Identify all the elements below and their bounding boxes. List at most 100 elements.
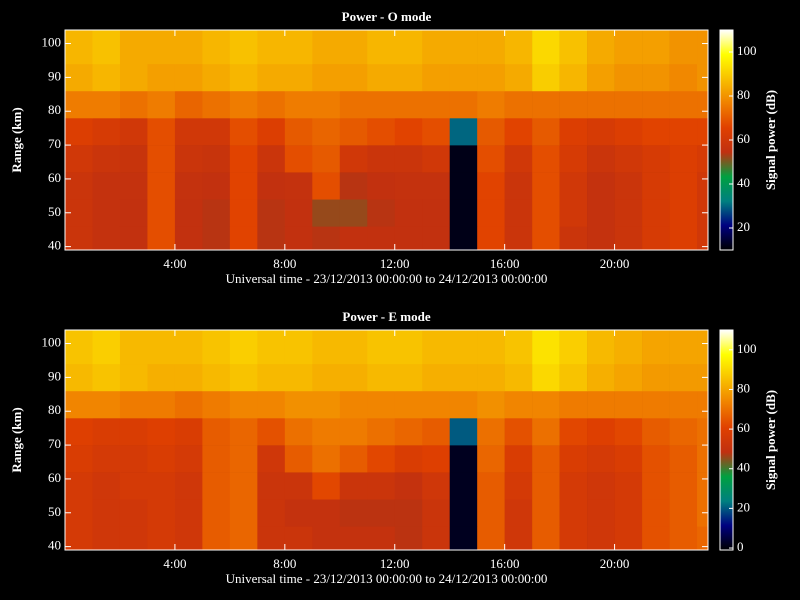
heatmap-cell (229, 363, 258, 392)
heatmap-cell (422, 499, 451, 527)
heatmap-cell (559, 445, 588, 473)
heatmap-cell (312, 526, 341, 551)
heatmap-cell (229, 63, 258, 92)
y-tick-label: 40 (48, 538, 61, 553)
heatmap-cell (614, 418, 643, 446)
heatmap-cell (587, 226, 615, 251)
heatmap-cell (559, 199, 588, 227)
heatmap-cell (367, 330, 396, 365)
heatmap-cell (394, 390, 423, 419)
heatmap-cell (422, 330, 451, 365)
heatmap-cell (532, 118, 560, 146)
heatmap-cell (202, 445, 231, 473)
heatmap-cell (92, 445, 121, 473)
heatmap-cell (92, 30, 121, 65)
heatmap-cell (312, 63, 341, 92)
heatmap-cell (504, 330, 533, 365)
heatmap-cell (202, 526, 231, 551)
heatmap-cell (174, 90, 203, 119)
heatmap-cell (642, 418, 670, 446)
heatmap-cell (367, 226, 396, 251)
heatmap-cell (587, 445, 615, 473)
heatmap-cell (202, 30, 231, 65)
heatmap-cell (614, 118, 643, 146)
heatmap-cell (202, 90, 231, 119)
heatmap-cell (284, 172, 313, 200)
heatmap-cell (312, 30, 341, 65)
heatmap-cell (92, 145, 121, 173)
heatmap-cell (614, 226, 643, 251)
heatmap-cell (614, 199, 643, 227)
heatmap-cell (559, 363, 588, 392)
heatmap-cell (504, 390, 533, 419)
heatmap-cell (669, 330, 698, 365)
heatmap-cell (477, 390, 505, 419)
heatmap-cell (147, 418, 176, 446)
heatmap-cell (477, 199, 505, 227)
heatmap-cell (477, 330, 505, 365)
heatmap-cell (202, 390, 231, 419)
heatmap-cell (284, 445, 313, 473)
heatmap-cell (614, 445, 643, 473)
heatmap-cell (587, 390, 615, 419)
heatmap-cell (312, 330, 341, 365)
heatmap-cell (532, 499, 560, 527)
heatmap-cell (92, 472, 121, 500)
heatmap-cell (147, 390, 176, 419)
heatmap-cell (229, 118, 258, 146)
x-tick-label: 8:00 (273, 256, 296, 271)
heatmap-cell (147, 363, 176, 392)
heatmap-cell (394, 172, 423, 200)
heatmap-cell (669, 145, 698, 173)
heatmap-cell (477, 63, 505, 92)
heatmap-cell (202, 418, 231, 446)
heatmap-cell (642, 199, 670, 227)
heatmap-cell (614, 390, 643, 419)
heatmap-cell (669, 363, 698, 392)
heatmap-cell (202, 226, 231, 251)
heatmap-cell (449, 363, 478, 392)
heatmap-cell (229, 445, 258, 473)
heatmap-cell (504, 145, 533, 173)
heatmap-cell (422, 30, 451, 65)
colorbar-tick-label: 40 (737, 460, 750, 475)
heatmap-cell (642, 30, 670, 65)
heatmap-cell (477, 499, 505, 527)
heatmap-cell (642, 390, 670, 419)
heatmap-cell (449, 472, 478, 500)
heatmap-cell (257, 30, 286, 65)
y-tick-label: 70 (48, 436, 61, 451)
heatmap-cell (65, 390, 93, 419)
heatmap-cell (257, 363, 286, 392)
y-tick-label: 100 (42, 335, 62, 350)
heatmap-cell (92, 118, 121, 146)
heatmap-cell (284, 390, 313, 419)
heatmap-cell (504, 118, 533, 146)
heatmap-cell (449, 172, 478, 200)
heatmap-cell (202, 172, 231, 200)
heatmap-cell (119, 118, 148, 146)
heatmap-cell (229, 172, 258, 200)
y-tick-label: 50 (48, 504, 61, 519)
heatmap-cell (229, 330, 258, 365)
heatmap-cell (257, 118, 286, 146)
heatmap-cell (587, 363, 615, 392)
heatmap-cell (642, 330, 670, 365)
heatmap-cell (339, 472, 368, 500)
heatmap-cell (202, 499, 231, 527)
heatmap-cell (394, 226, 423, 251)
heatmap-cell (174, 226, 203, 251)
heatmap-cell (312, 90, 341, 119)
heatmap-cell (65, 418, 93, 446)
plot-frame (64, 329, 709, 551)
heatmap-cell (229, 418, 258, 446)
heatmap-cell (92, 172, 121, 200)
heatmap-cell (65, 30, 93, 65)
x-axis-label: Universal time - 23/12/2013 00:00:00 to … (226, 571, 548, 586)
y-axis-label: Range (km) (9, 407, 24, 472)
heatmap-cell (422, 418, 451, 446)
heatmap-cell (587, 30, 615, 65)
heatmap-cell (587, 118, 615, 146)
heatmap-cell (229, 226, 258, 251)
heatmap-cell (147, 172, 176, 200)
